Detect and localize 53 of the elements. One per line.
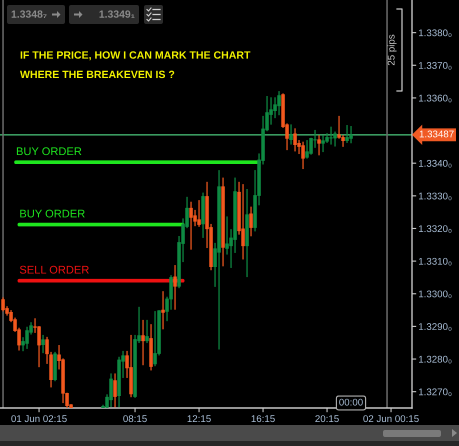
y-tick-label: 1.3360₀ (418, 94, 452, 102)
candlestick (173, 265, 177, 310)
candlestick (305, 140, 309, 159)
y-tick-label: 1.3320₀ (418, 225, 452, 233)
candlestick (289, 124, 293, 145)
candlestick (189, 202, 193, 250)
candlestick (333, 132, 337, 147)
candlestick (145, 320, 149, 344)
series-label: SELL ORDER (20, 266, 89, 274)
y-tick-label: 1.3270₀ (418, 388, 452, 396)
y-tick-label: 1.3340₀ (418, 160, 452, 168)
candlestick (169, 275, 173, 310)
annotation: 25 pips (387, 34, 397, 66)
annotation: 1.3349₁ (99, 10, 135, 18)
candlestick (141, 320, 145, 366)
candlestick (241, 184, 245, 260)
y-tick-label: 1.3370₀ (418, 62, 452, 70)
candlestick (293, 128, 297, 152)
candlestick (277, 91, 281, 116)
y-tick-label: 1.3300₀ (418, 290, 452, 298)
candlestick (317, 135, 321, 156)
candlestick (349, 126, 353, 144)
candlestick (37, 326, 41, 368)
y-tick-label: 1.3280₀ (418, 356, 452, 364)
candlestick (1, 297, 5, 312)
x-tick-label: 12:15 (188, 415, 211, 422)
x-tick-label: 02 Jun 00:15 (363, 415, 419, 422)
text: IF THE PRICE, HOW I CAN MARK THE CHART WHERE THE BREAKEVEN IS ? (20, 51, 250, 78)
x-tick-label: 08:15 (123, 415, 147, 422)
candlestick (301, 142, 305, 170)
candlestick (109, 373, 113, 407)
x-tick-label: 20:15 (315, 415, 339, 422)
y-tick-label: 1.3380₀ (418, 29, 452, 38)
candlestick (321, 135, 325, 152)
candlestick (161, 291, 165, 330)
series-label: BUY ORDER (20, 210, 85, 218)
y-tick-label: 1.3330₀ (418, 192, 452, 200)
candlestick (153, 311, 157, 366)
y-tick-label: 1.3310₀ (418, 258, 452, 266)
annotation: 1.3348₇ (12, 10, 47, 18)
candlestick (249, 206, 253, 236)
candlestick (341, 135, 345, 147)
ref-line-label: 1.33487 (420, 130, 454, 138)
series-label: BUY ORDER (16, 147, 82, 156)
candlestick (41, 334, 45, 354)
candlestick (345, 125, 349, 143)
candlestick (113, 373, 117, 408)
y-tick-label: 1.3290₀ (418, 323, 452, 331)
annotation: 00:00 (339, 398, 363, 406)
candlestick (197, 200, 201, 227)
x-tick-label: 16:15 (252, 415, 275, 422)
candlestick (329, 126, 333, 145)
x-tick-label: 01 Jun 02:15 (11, 415, 67, 422)
